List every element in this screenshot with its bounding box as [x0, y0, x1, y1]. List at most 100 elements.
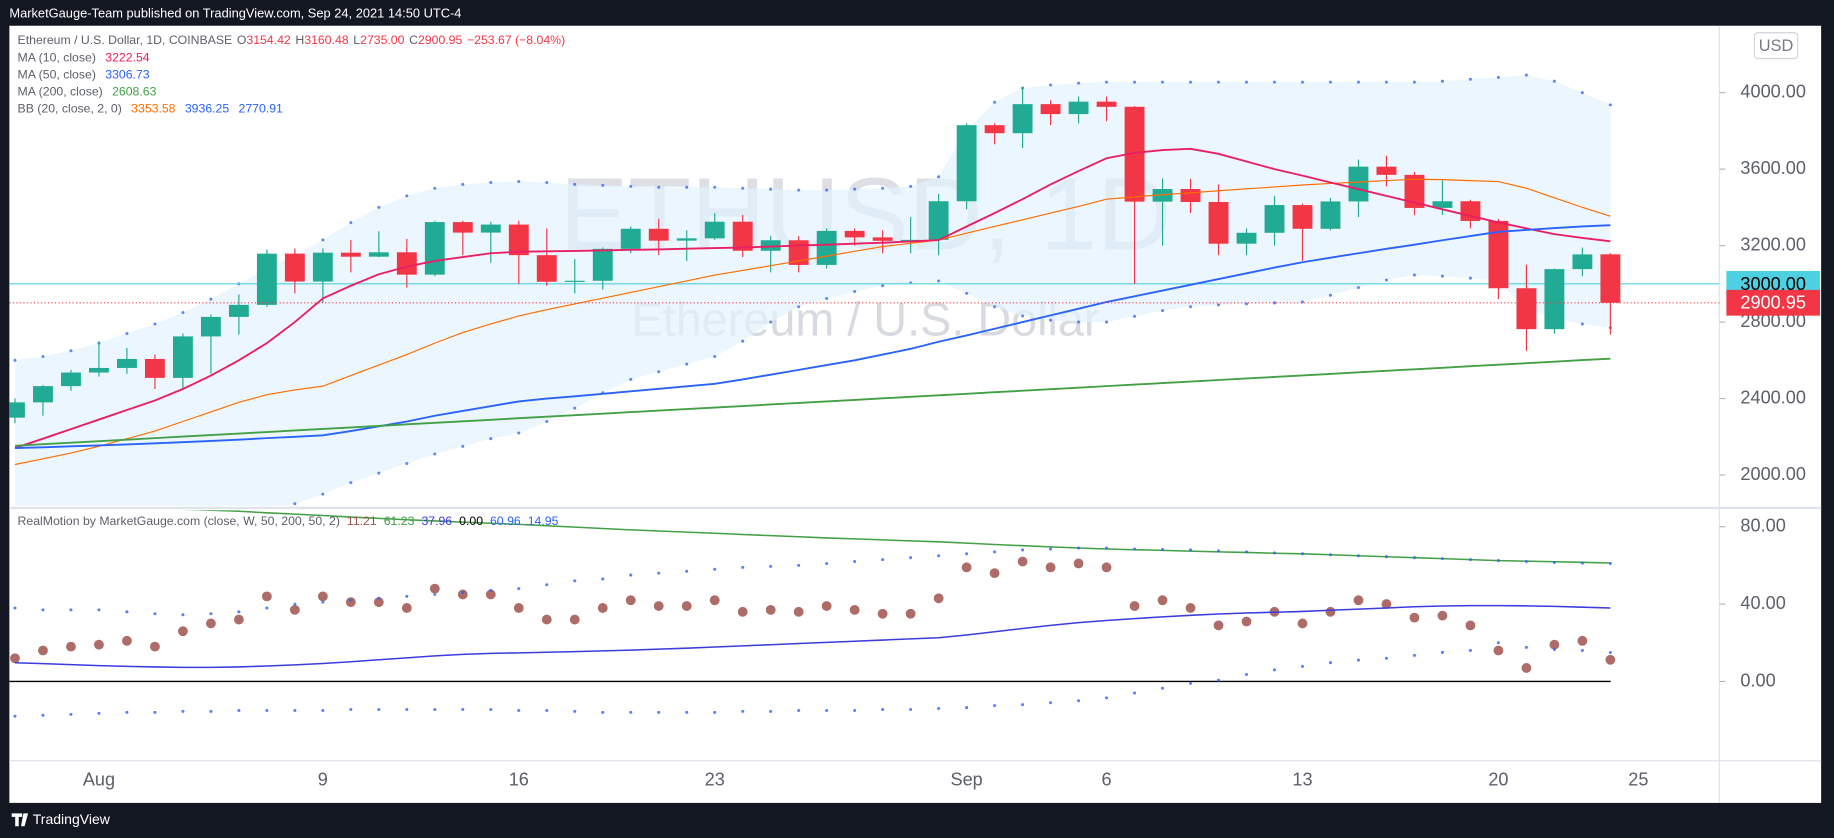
band-upper-dot — [1133, 80, 1137, 84]
indicator-dot — [1409, 612, 1420, 623]
x-tick-label: 20 — [1488, 769, 1508, 789]
candle-body — [900, 239, 921, 242]
indicator-dot — [345, 597, 356, 608]
indicator-dot — [1073, 558, 1084, 569]
indicator-dot — [877, 608, 888, 619]
indicator-band-dot — [1189, 548, 1193, 552]
indicator-dot — [317, 591, 328, 602]
publish-info: MarketGauge-Team published on TradingVie… — [9, 5, 461, 20]
x-tick-label: Aug — [83, 769, 115, 789]
indicator-band-dot — [909, 556, 913, 560]
indicator-band-dot — [125, 610, 129, 614]
band-upper-dot — [349, 221, 353, 225]
indicator-band-dot — [1272, 551, 1277, 555]
indicator-dot — [177, 626, 188, 637]
candle-body — [1012, 104, 1033, 134]
ohlc-value: 2735.00 — [360, 33, 405, 47]
candle-body — [312, 252, 333, 282]
indicator-band-dot — [321, 708, 325, 712]
x-tick-label: 13 — [1292, 769, 1312, 789]
band-upper-dot — [1496, 75, 1500, 79]
indicator-band-dot — [1217, 678, 1221, 682]
candle-body — [1180, 189, 1201, 203]
indicator-dot — [933, 593, 944, 604]
candle-body — [760, 240, 781, 251]
band-upper-dot — [601, 183, 605, 187]
band-lower-dot — [1328, 293, 1333, 297]
band-basis-line — [14, 178, 1611, 466]
indicator-title: RealMotion by MarketGauge.com (close, W,… — [18, 514, 340, 528]
indicator-dot — [961, 562, 972, 573]
band-upper-dot — [405, 194, 409, 198]
indicator-dot — [1241, 616, 1252, 627]
ma-line — [14, 224, 1611, 449]
indicator-band-dot — [377, 596, 381, 600]
candle-body — [1516, 288, 1537, 330]
footer: TradingView — [11, 811, 111, 827]
indicator-band-dot — [1356, 658, 1360, 662]
indicator-band-dot — [41, 608, 45, 612]
indicator-band-dot — [1161, 548, 1165, 552]
indicator-band-dot — [293, 602, 297, 606]
indicator-band-dot — [1189, 681, 1193, 685]
currency-label[interactable]: USD — [1759, 37, 1794, 55]
candle-body — [956, 125, 977, 202]
band-lower-dot — [825, 297, 829, 301]
indicator-band-dot — [1580, 561, 1584, 565]
candle-body — [508, 224, 529, 256]
indicator-band-dot — [1105, 696, 1109, 700]
indicator-dot — [905, 608, 916, 619]
legend-value: 60.96 — [490, 514, 521, 528]
band-upper-dot — [1077, 81, 1081, 85]
usd-button[interactable]: USD — [1753, 32, 1799, 60]
band-upper-dot — [741, 186, 745, 190]
candle-body — [1460, 201, 1481, 221]
legend-value: 11.21 — [347, 514, 377, 528]
indicator-band-dot — [349, 707, 353, 712]
band-lower-dot — [1412, 273, 1416, 277]
indicator-band-dot — [573, 709, 577, 713]
candle-body — [620, 228, 641, 249]
legend-name: MA (10, close) — [18, 51, 96, 65]
indicator-dot — [205, 618, 216, 629]
y-tick-label: 2000.00 — [1740, 464, 1806, 484]
indicator-band-dot — [1384, 555, 1388, 559]
indicator-band-dot — [825, 708, 829, 712]
indicator-dot — [569, 614, 580, 625]
symbol-title: Ethereum / U.S. Dollar, 1D, COINBASE — [18, 33, 233, 47]
indicator-dot — [261, 591, 272, 602]
candle-body — [452, 222, 473, 233]
indicator-band-dot — [153, 710, 157, 714]
footer-brand: TradingView — [33, 811, 111, 827]
indicator-band-dot — [517, 708, 521, 712]
legend-row: BB (20, close, 2, 0) 3353.58 3936.25 2770.9… — [18, 102, 284, 116]
band-lower-dot — [1217, 303, 1221, 307]
band-lower-dot — [1161, 309, 1165, 313]
candle-body — [704, 221, 725, 239]
usd-button-frame[interactable] — [1753, 32, 1799, 60]
band-lower-dot — [937, 279, 941, 283]
indicator-band-dot — [769, 709, 773, 713]
candle-body — [9, 402, 25, 418]
band-upper-dot — [825, 188, 829, 192]
indicator-band-dot — [265, 708, 269, 712]
indicator-band-dot — [97, 711, 101, 715]
band-upper-dot — [1272, 80, 1277, 84]
candle-body — [228, 304, 249, 317]
band-upper-dot — [1049, 83, 1053, 87]
candle-body — [1600, 254, 1621, 303]
indicator-dot — [10, 653, 20, 664]
band-lower-dot — [1189, 305, 1193, 309]
legend-value: 3222.54 — [105, 51, 150, 65]
candle-body — [172, 336, 193, 378]
band-lower-dot — [741, 339, 745, 343]
indicator-band-dot — [1552, 648, 1556, 652]
y-tick-label: 3600.00 — [1740, 158, 1806, 178]
candle-body — [1432, 201, 1453, 208]
indicator-band-dot — [713, 567, 717, 571]
indicator-band-dot — [1468, 648, 1472, 653]
indicator-dot — [150, 641, 160, 652]
indicator-band-dot — [1328, 661, 1333, 665]
indicator-dot — [1381, 599, 1392, 610]
